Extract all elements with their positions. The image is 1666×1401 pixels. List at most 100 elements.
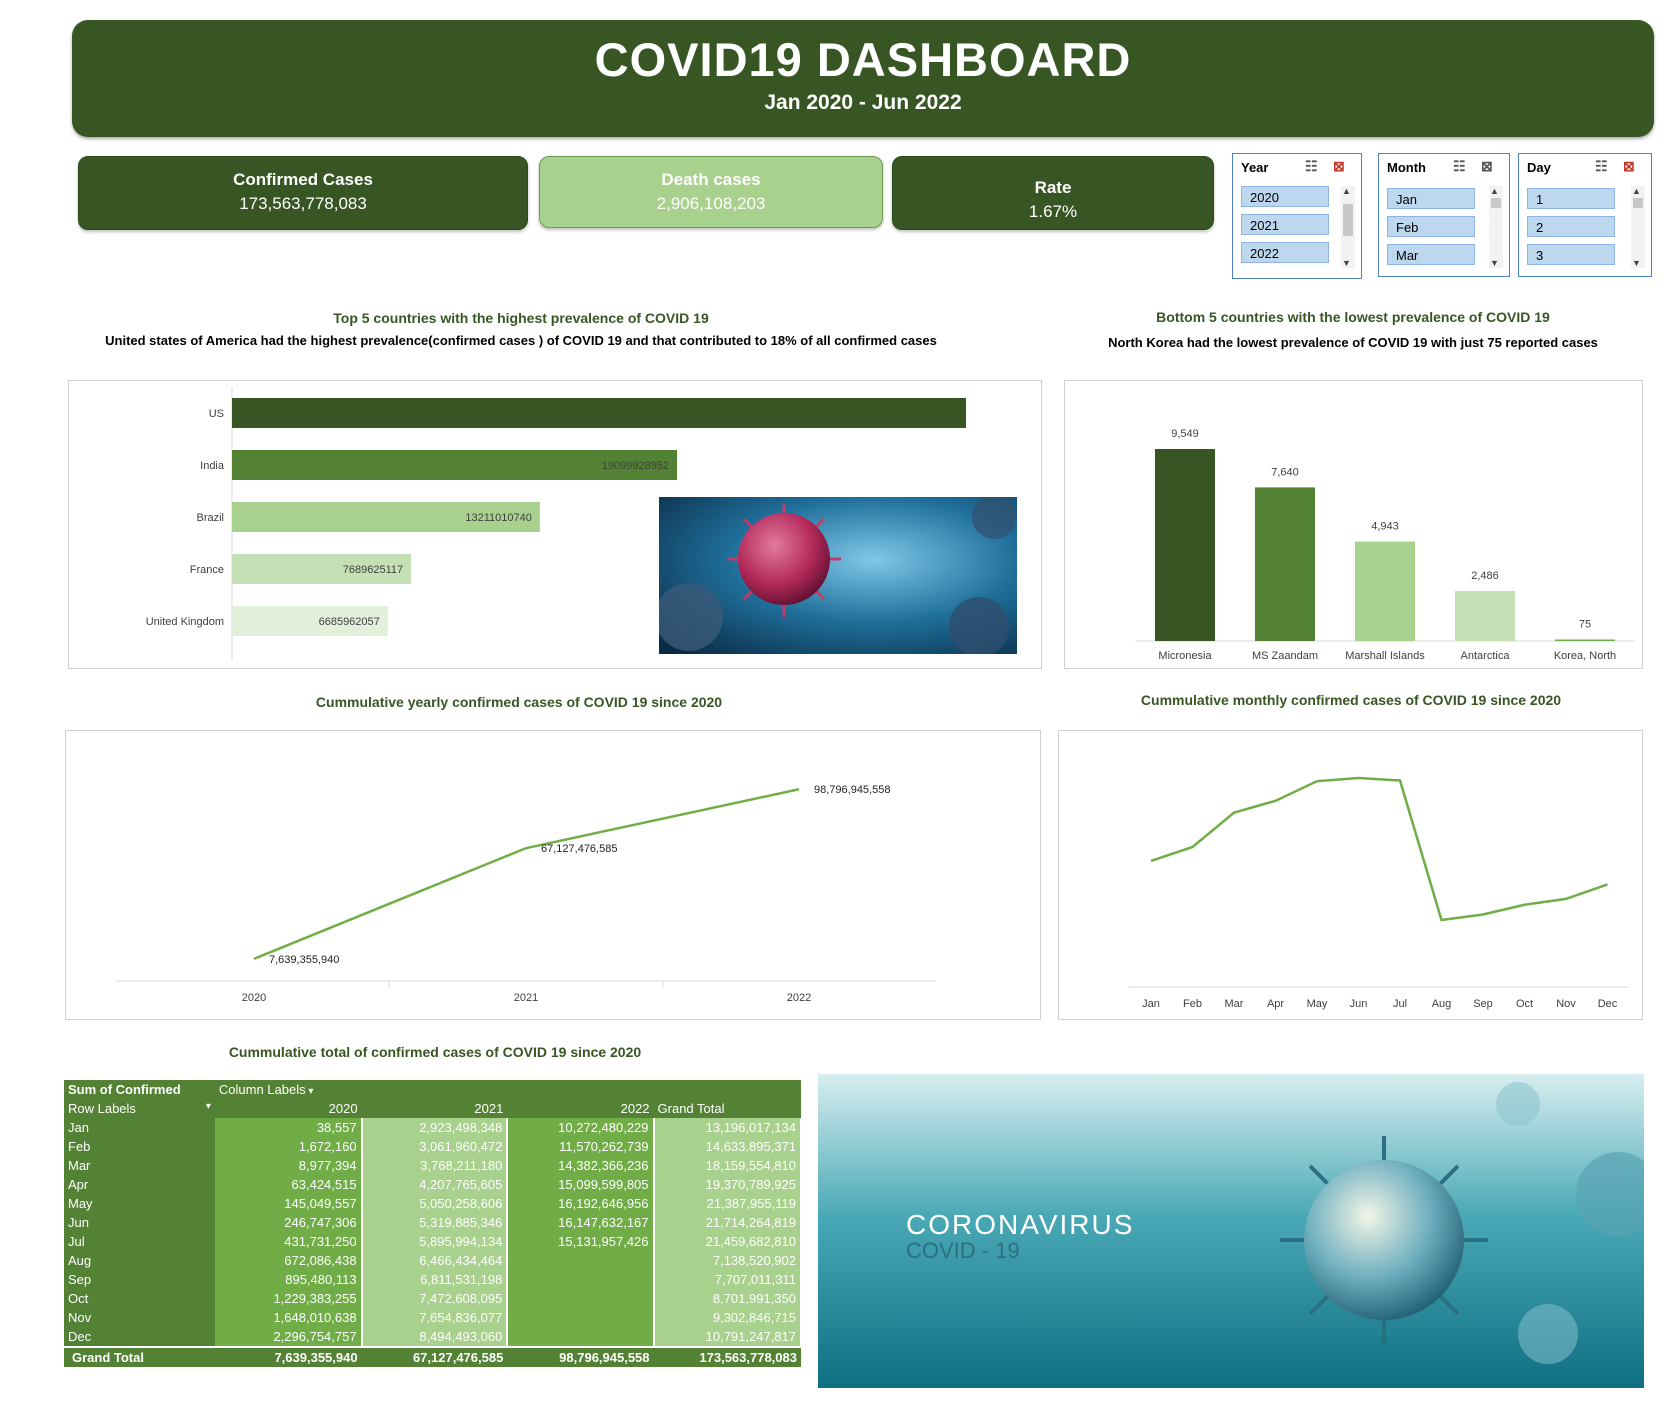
table-cell [507,1327,655,1347]
x-tick-label: Aug [1432,998,1452,1010]
month-slicer-item[interactable]: Mar [1387,244,1475,265]
bar [232,398,966,428]
data-label: 2,486 [1471,570,1499,582]
category-label: Micronesia [1158,650,1212,662]
table-cell: 11,570,262,739 [507,1137,655,1156]
x-tick-label: Jun [1350,998,1368,1010]
monthly-line-chart: Jan Feb Mar Apr May Jun Jul Aug Sep Oct Nov Dec [1129,776,1629,1010]
x-tick-label: 2020 [242,992,266,1004]
table-cell: 4,207,765,605 [361,1175,509,1194]
row-label: Feb [64,1137,215,1156]
table-cell: 10,272,480,229 [507,1118,655,1137]
multi-select-icon[interactable]: ☷ [1595,158,1608,174]
dashboard-title: COVID19 DASHBOARD [594,33,1132,86]
table-cell: 1,672,160 [214,1137,363,1156]
table-cell: 21,387,955,119 [653,1194,803,1213]
category-label: Marshall Islands [1345,650,1425,662]
month-slicer-item[interactable]: Jan [1387,188,1475,209]
table-cell [507,1270,655,1289]
scroll-down-icon[interactable]: ▼ [1632,258,1641,268]
table-cell: 16,147,632,167 [507,1213,655,1232]
table-cell: 16,192,646,956 [507,1194,655,1213]
month-slicer-scrollbar[interactable]: ▲ ▼ [1489,186,1503,268]
data-label: 19099928952 [602,460,669,472]
table-cell [507,1289,655,1308]
table-cell: 8,977,394 [214,1156,363,1175]
bottom5-chart-panel: 9,549 Micronesia 7,640 MS Zaandam 4,943 Marsh… [1064,380,1643,669]
row-label: Grand Total [64,1346,215,1367]
table-cell: 7,707,011,311 [653,1270,803,1289]
x-tick-label: Oct [1516,998,1533,1010]
filter-icon[interactable]: ▾ [305,1086,314,1097]
column-labels-filter[interactable]: Column Labels ▾ [214,1080,362,1099]
row-label: Jun [64,1213,215,1232]
category-label: France [190,564,224,576]
year-slicer-item[interactable]: 2020 [1241,186,1329,207]
confirmed-cases-value: 173,563,778,083 [239,194,367,213]
yearly-chart-panel: 7,639,355,940 2020 67,127,476,585 2021 98,79… [65,730,1041,1020]
category-label: US [209,408,224,420]
scroll-down-icon[interactable]: ▼ [1490,258,1499,268]
data-label: 67,127,476,585 [541,843,617,855]
scroll-up-icon[interactable]: ▲ [1632,186,1641,196]
table-cell [507,1251,655,1270]
day-slicer-scrollbar[interactable]: ▲ ▼ [1631,186,1645,268]
bottom5-bar-chart: 9,549 Micronesia 7,640 MS Zaandam 4,943 Marsh… [1135,428,1635,662]
row-labels-filter[interactable]: Row Labels ▾ [64,1099,215,1118]
day-slicer-item[interactable]: 3 [1527,244,1615,265]
bottom5-subtitle: North Korea had the lowest prevalence of… [1108,335,1598,350]
scroll-thumb[interactable] [1491,198,1501,208]
filter-icon[interactable]: ▾ [205,1101,211,1112]
yearly-line-chart: 7,639,355,940 2020 67,127,476,585 2021 98,79… [116,784,936,1004]
scroll-up-icon[interactable]: ▲ [1342,186,1351,196]
year-slicer-scrollbar[interactable]: ▲ ▼ [1341,186,1355,268]
clear-filter-icon[interactable]: ⊠ [1481,158,1493,174]
bar [1355,541,1415,641]
multi-select-icon[interactable]: ☷ [1305,158,1318,174]
scroll-up-icon[interactable]: ▲ [1490,186,1499,196]
top5-title: Top 5 countries with the highest prevale… [333,310,709,326]
table-row: Dec 2,296,754,757 8,494,493,060 10,791,247,… [64,1327,803,1347]
day-slicer[interactable]: Day ☷ ⊠ 1 2 3 ▲ ▼ [1518,153,1652,277]
row-label: Mar [64,1156,215,1175]
table-cell: 7,654,836,077 [361,1308,509,1327]
x-tick-label: Jan [1142,998,1160,1010]
table-cell: 21,714,264,819 [653,1213,803,1232]
death-cases-value: 2,906,108,203 [656,194,766,213]
rate-label: Rate [1034,178,1072,197]
dashboard-header: COVID19 DASHBOARD Jan 2020 - Jun 2022 [72,20,1654,137]
table-cell: 5,319,885,346 [361,1213,509,1232]
top5-chart-panel: US India 19099928952 Brazil 13211010740 Franc… [68,380,1042,669]
rate-value: 1.67% [1028,202,1078,221]
x-tick-label: Apr [1267,998,1284,1010]
multi-select-icon[interactable]: ☷ [1453,158,1466,174]
banner-image-title: CORONAVIRUS [906,1209,1134,1240]
confirmed-cases-card: Confirmed Cases 173,563,778,083 [78,156,528,230]
clear-filter-icon[interactable]: ⊠ [1623,158,1635,174]
day-slicer-item[interactable]: 1 [1527,188,1615,209]
table-cell: 431,731,250 [214,1232,363,1251]
table-row: May 145,049,557 5,050,258,606 16,192,646,95… [64,1194,803,1213]
table-row: Feb 1,672,160 3,061,960,472 11,570,262,739 1… [64,1137,803,1156]
monthly-chart-panel: Jan Feb Mar Apr May Jun Jul Aug Sep Oct Nov Dec [1058,730,1643,1020]
day-slicer-item[interactable]: 2 [1527,216,1615,237]
clear-filter-icon[interactable]: ⊠ [1333,158,1345,174]
header-blank [507,1080,654,1099]
bar [1455,591,1515,641]
bottom5-title: Bottom 5 countries with the lowest preva… [1156,309,1550,325]
scroll-thumb[interactable] [1343,204,1353,236]
table-cell [507,1308,655,1327]
year-slicer[interactable]: Year ☷ ⊠ 2020 2021 2022 ▲ ▼ [1232,153,1362,279]
month-slicer-item[interactable]: Feb [1387,216,1475,237]
year-slicer-item[interactable]: 2022 [1241,242,1329,263]
grand-total-row: Grand Total 7,639,355,940 67,127,476,585 98… [64,1346,801,1367]
scroll-thumb[interactable] [1633,198,1643,208]
year-slicer-item[interactable]: 2021 [1241,214,1329,235]
month-slicer[interactable]: Month ☷ ⊠ Jan Feb Mar ▲ ▼ [1378,153,1510,277]
rate-card: Rate 1.67% [892,156,1214,230]
table-cell: 3,768,211,180 [361,1156,509,1175]
scroll-down-icon[interactable]: ▼ [1342,258,1351,268]
category-label: India [200,460,225,472]
table-cell: 6,466,434,464 [361,1251,509,1270]
data-label: 7,640 [1271,466,1299,478]
